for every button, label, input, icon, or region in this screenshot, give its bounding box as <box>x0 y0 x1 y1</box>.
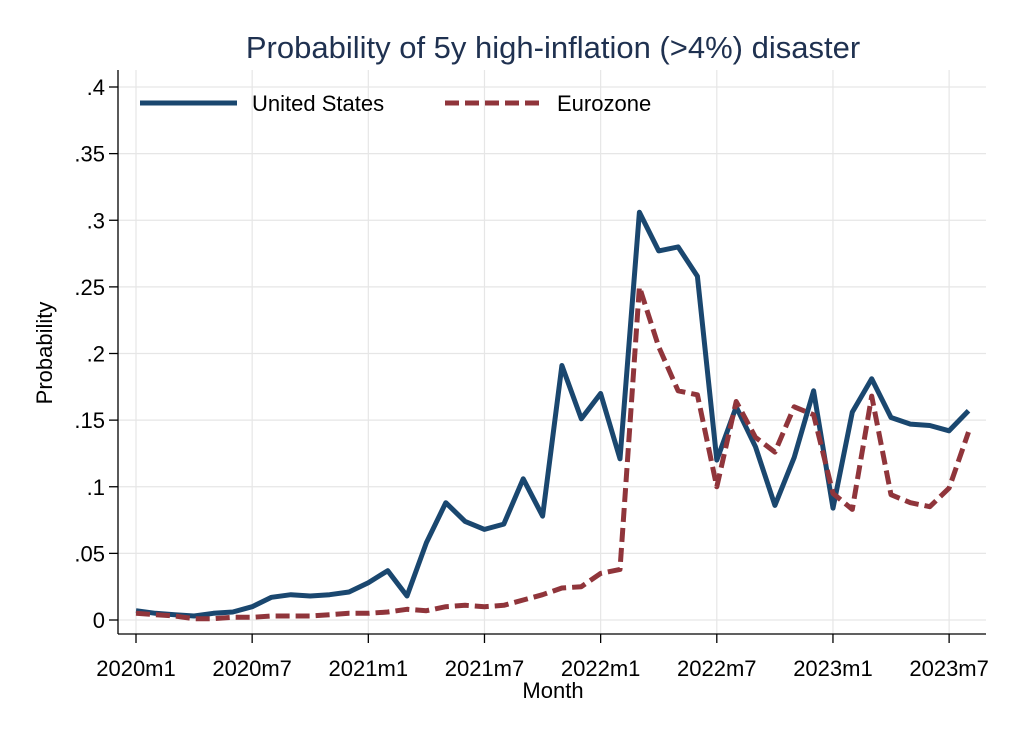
x-tick-label: 2023m7 <box>909 656 989 681</box>
x-tick-label: 2020m1 <box>96 656 176 681</box>
y-tick-label: .1 <box>87 475 105 500</box>
axes <box>117 70 986 635</box>
y-tick-label: .15 <box>74 408 105 433</box>
series-line-0 <box>135 209 971 619</box>
y-tick-label: .3 <box>87 208 105 233</box>
series-line-1 <box>135 284 971 622</box>
y-tick-label: .05 <box>74 541 105 566</box>
x-tick-label: 2022m7 <box>677 656 757 681</box>
y-tick-label: .4 <box>87 75 105 100</box>
y-tick-label: .2 <box>87 342 105 367</box>
legend: United States Eurozone <box>140 91 651 116</box>
y-tick-label: .35 <box>74 142 105 167</box>
series-layer <box>135 209 971 622</box>
legend-label-1: Eurozone <box>557 91 651 116</box>
x-tick-label: 2022m1 <box>561 656 641 681</box>
y-tick-label: 0 <box>93 608 105 633</box>
gridlines <box>118 70 986 634</box>
x-tick-label: 2023m1 <box>793 656 873 681</box>
x-ticks: 2020m1 2020m7 2021m1 2021m7 2022m1 2022m7 2023… <box>96 634 989 681</box>
y-ticks: 0 .05 .1 .15 .2 .25 .3 .35 .4 <box>74 75 118 633</box>
x-tick-label: 2021m7 <box>445 656 525 681</box>
chart-title: Probability of 5y high-inflation (>4%) d… <box>246 30 860 65</box>
x-tick-label: 2020m7 <box>212 656 292 681</box>
y-tick-label: .25 <box>74 275 105 300</box>
x-tick-label: 2021m1 <box>329 656 409 681</box>
legend-label-0: United States <box>252 91 384 116</box>
y-axis-title: Probability <box>32 302 57 405</box>
x-axis-title: Month <box>522 678 583 703</box>
